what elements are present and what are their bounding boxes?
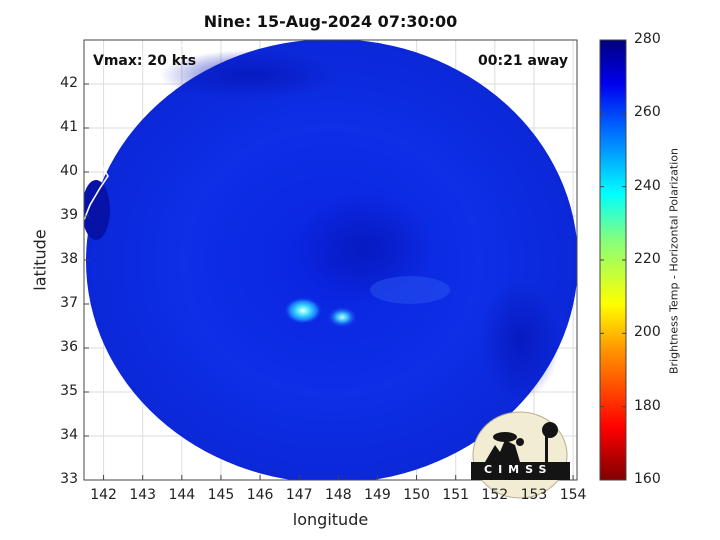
y-tick-label: 39 [60, 207, 78, 223]
colorbar-label: Brightness Temp - Horizontal Polarizatio… [667, 148, 681, 374]
warm-streak [370, 276, 450, 304]
chart-title: Nine: 15-Aug-2024 07:30:00 [203, 12, 458, 31]
colorbar-tick-label: 160 [634, 471, 661, 487]
y-tick-label: 38 [60, 251, 78, 267]
dark-band [480, 280, 560, 400]
x-tick-label: 150 [403, 487, 430, 503]
x-tick-label: 148 [324, 487, 352, 503]
x-tick-label: 144 [168, 487, 196, 503]
y-tick-label: 37 [60, 295, 78, 311]
y-tick-label: 36 [60, 339, 78, 355]
coastline [84, 40, 191, 221]
colorbar-tick-label: 260 [634, 104, 661, 121]
vmax-annotation: Vmax: 20 kts [93, 53, 197, 69]
y-tick-label: 41 [60, 119, 78, 135]
x-tick-label: 145 [207, 487, 235, 503]
colorbar-tick-label: 280 [634, 31, 661, 47]
colorbar-tick-label: 240 [634, 177, 661, 194]
x-tick-label: 142 [90, 487, 117, 503]
y-tick-label: 40 [60, 163, 78, 179]
y-tick-label: 34 [60, 427, 78, 443]
y-tick-label: 33 [60, 471, 78, 487]
convective-hot-spot [283, 297, 323, 325]
x-tick-label: 146 [246, 487, 274, 503]
x-tick-label: 154 [559, 487, 587, 503]
colorbar [599, 39, 627, 481]
x-axis-label: longitude [292, 510, 369, 529]
y-tick-label: 42 [60, 75, 78, 91]
colorbar-tick-label: 200 [634, 324, 661, 341]
dark-band [160, 50, 340, 100]
x-tick-label: 149 [364, 487, 391, 503]
x-tick-label: 147 [285, 487, 313, 503]
colorbar-tick-label: 180 [634, 397, 661, 414]
convective-hot-spot [327, 306, 358, 328]
x-tick-label: 143 [129, 487, 157, 503]
dark-band [295, 193, 435, 303]
colorbar-tick-label: 220 [634, 251, 661, 267]
colorbar-ticks [600, 39, 626, 481]
time-away-annotation: 00:21 away [478, 53, 568, 69]
brightness-field [84, 40, 577, 480]
x-tick-label: 152 [481, 487, 509, 503]
coast-cold-region [84, 180, 110, 240]
y-axis-label: latitude [30, 229, 50, 291]
x-tick-label: 151 [442, 487, 470, 503]
logo-text: CIMSS [484, 463, 553, 476]
x-tick-label: 153 [520, 487, 548, 503]
cimss-logo [471, 411, 570, 499]
y-tick-label: 35 [60, 383, 78, 399]
